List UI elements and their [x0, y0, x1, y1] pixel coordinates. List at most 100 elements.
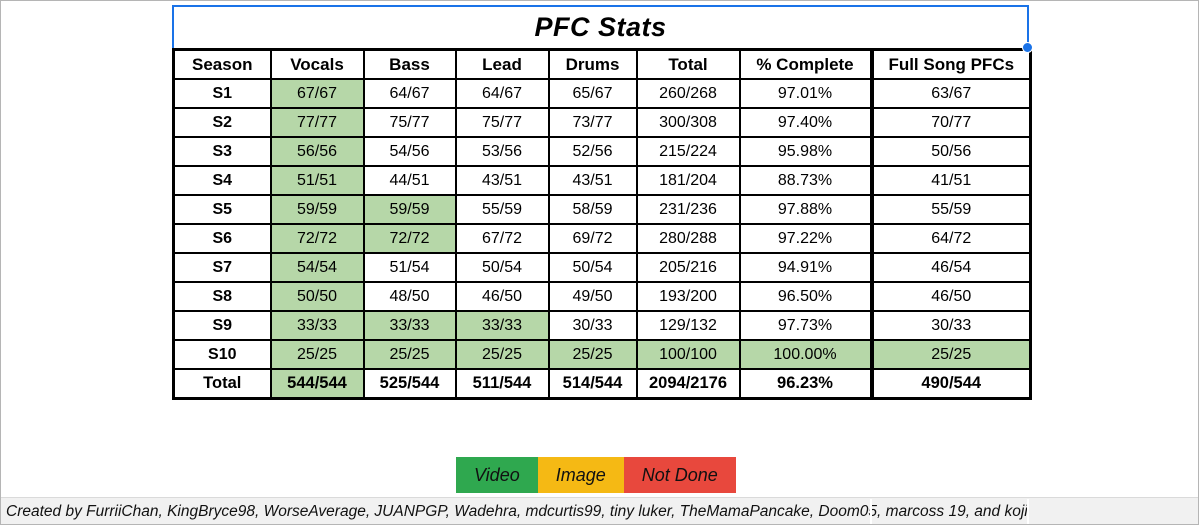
season-cell[interactable]: S3 [172, 136, 272, 167]
season-cell[interactable]: S9 [172, 310, 272, 341]
stat-cell[interactable]: 30/33 [869, 310, 1032, 341]
stat-cell[interactable]: 52/56 [547, 136, 638, 167]
season-cell[interactable]: S8 [172, 281, 272, 312]
stat-cell[interactable]: 96.23% [738, 368, 873, 400]
stat-cell[interactable]: 53/56 [454, 136, 550, 167]
stat-cell[interactable]: 97.73% [738, 310, 873, 341]
stat-cell[interactable]: 46/50 [454, 281, 550, 312]
stat-cell[interactable]: 2094/2176 [635, 368, 741, 400]
stat-cell[interactable]: 260/268 [635, 78, 741, 109]
stat-cell[interactable]: 30/33 [547, 310, 638, 341]
stat-cell[interactable]: 95.98% [738, 136, 873, 167]
stat-cell[interactable]: 33/33 [454, 310, 550, 341]
credits-text[interactable]: Created by FurriiChan, KingBryce98, Wors… [6, 502, 1028, 520]
stat-cell[interactable]: 49/50 [547, 281, 638, 312]
stat-cell[interactable]: 231/236 [635, 194, 741, 225]
stat-cell[interactable]: 69/72 [547, 223, 638, 254]
stat-cell[interactable]: 48/50 [362, 281, 457, 312]
stat-cell[interactable]: 100/100 [635, 339, 741, 370]
stat-cell[interactable]: 77/77 [269, 107, 365, 138]
title-cell[interactable]: PFC Stats [172, 5, 1033, 53]
legend-item-image[interactable]: Image [537, 457, 624, 493]
stat-cell[interactable]: 33/33 [269, 310, 365, 341]
stat-cell[interactable]: 55/59 [869, 194, 1032, 225]
stat-cell[interactable]: 181/204 [635, 165, 741, 196]
header-lead[interactable]: Lead [454, 48, 550, 80]
selection-handle-icon[interactable] [1022, 42, 1033, 53]
stat-cell[interactable]: 51/54 [362, 252, 457, 283]
stat-cell[interactable]: 96.50% [738, 281, 873, 312]
stat-cell[interactable]: 33/33 [362, 310, 457, 341]
season-cell[interactable]: Total [172, 368, 272, 400]
stat-cell[interactable]: 67/67 [269, 78, 365, 109]
stat-cell[interactable]: 100.00% [738, 339, 873, 370]
stat-cell[interactable]: 25/25 [362, 339, 457, 370]
stat-cell[interactable]: 525/544 [362, 368, 457, 400]
stat-cell[interactable]: 511/544 [454, 368, 550, 400]
stat-cell[interactable]: 97.22% [738, 223, 873, 254]
season-cell[interactable]: S5 [172, 194, 272, 225]
header-total[interactable]: Total [635, 48, 741, 80]
stat-cell[interactable]: 544/544 [269, 368, 365, 400]
stat-cell[interactable]: 97.40% [738, 107, 873, 138]
stat-cell[interactable]: 55/59 [454, 194, 550, 225]
stat-cell[interactable]: 50/50 [269, 281, 365, 312]
season-cell[interactable]: S4 [172, 165, 272, 196]
stat-cell[interactable]: 46/54 [869, 252, 1032, 283]
stat-cell[interactable]: 490/544 [869, 368, 1032, 400]
stat-cell[interactable]: 51/51 [269, 165, 365, 196]
stat-cell[interactable]: 75/77 [454, 107, 550, 138]
season-cell[interactable]: S6 [172, 223, 272, 254]
stat-cell[interactable]: 54/56 [362, 136, 457, 167]
stat-cell[interactable]: 97.88% [738, 194, 873, 225]
stat-cell[interactable]: 193/200 [635, 281, 741, 312]
stat-cell[interactable]: 54/54 [269, 252, 365, 283]
header-season[interactable]: Season [172, 48, 272, 80]
stat-cell[interactable]: 215/224 [635, 136, 741, 167]
stat-cell[interactable]: 64/72 [869, 223, 1032, 254]
stat-cell[interactable]: 97.01% [738, 78, 873, 109]
stat-cell[interactable]: 25/25 [869, 339, 1032, 370]
header-drums[interactable]: Drums [547, 48, 638, 80]
stat-cell[interactable]: 72/72 [269, 223, 365, 254]
stat-cell[interactable]: 43/51 [454, 165, 550, 196]
stat-cell[interactable]: 25/25 [269, 339, 365, 370]
season-cell[interactable]: S2 [172, 107, 272, 138]
stat-cell[interactable]: 43/51 [547, 165, 638, 196]
stat-cell[interactable]: 56/56 [269, 136, 365, 167]
stat-cell[interactable]: 129/132 [635, 310, 741, 341]
stat-cell[interactable]: 65/67 [547, 78, 638, 109]
stat-cell[interactable]: 50/54 [547, 252, 638, 283]
stat-cell[interactable]: 63/67 [869, 78, 1032, 109]
stat-cell[interactable]: 59/59 [362, 194, 457, 225]
stat-cell[interactable]: 41/51 [869, 165, 1032, 196]
stat-cell[interactable]: 94.91% [738, 252, 873, 283]
stat-cell[interactable]: 75/77 [362, 107, 457, 138]
header-bass[interactable]: Bass [362, 48, 457, 80]
legend-item-video[interactable]: Video [456, 457, 538, 493]
stat-cell[interactable]: 50/54 [454, 252, 550, 283]
stat-cell[interactable]: 59/59 [269, 194, 365, 225]
stat-cell[interactable]: 46/50 [869, 281, 1032, 312]
stat-cell[interactable]: 70/77 [869, 107, 1032, 138]
season-cell[interactable]: S1 [172, 78, 272, 109]
stat-cell[interactable]: 73/77 [547, 107, 638, 138]
stat-cell[interactable]: 300/308 [635, 107, 741, 138]
stat-cell[interactable]: 72/72 [362, 223, 457, 254]
season-cell[interactable]: S7 [172, 252, 272, 283]
stat-cell[interactable]: 25/25 [547, 339, 638, 370]
stat-cell[interactable]: 64/67 [362, 78, 457, 109]
header-full-song-pfcs[interactable]: Full Song PFCs [869, 48, 1032, 80]
stat-cell[interactable]: 50/56 [869, 136, 1032, 167]
stat-cell[interactable]: 25/25 [454, 339, 550, 370]
season-cell[interactable]: S10 [172, 339, 272, 370]
header-vocals[interactable]: Vocals [269, 48, 365, 80]
stat-cell[interactable]: 58/59 [547, 194, 638, 225]
stat-cell[interactable]: 64/67 [454, 78, 550, 109]
header-percent-complete[interactable]: % Complete [738, 48, 873, 80]
stat-cell[interactable]: 514/544 [547, 368, 638, 400]
stat-cell[interactable]: 280/288 [635, 223, 741, 254]
stat-cell[interactable]: 44/51 [362, 165, 457, 196]
stat-cell[interactable]: 67/72 [454, 223, 550, 254]
stat-cell[interactable]: 205/216 [635, 252, 741, 283]
